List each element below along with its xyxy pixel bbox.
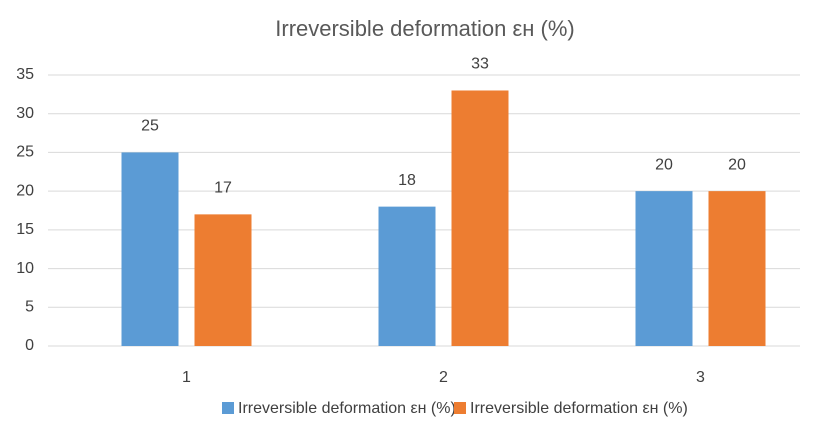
x-tick-label: 1 (182, 369, 191, 386)
bar (635, 191, 693, 346)
legend-label: Irreversible deformation εн (%) (470, 400, 688, 417)
y-tick-label: 20 (16, 182, 34, 199)
data-label: 33 (471, 56, 489, 73)
y-tick-label: 30 (16, 105, 34, 122)
legend-label: Irreversible deformation εн (%) (238, 400, 456, 417)
chart-title: Irreversible deformation εн (%) (275, 16, 575, 41)
legend-swatch (222, 402, 234, 414)
data-label: 17 (214, 180, 232, 197)
y-tick-label: 0 (25, 337, 34, 354)
y-tick-label: 10 (16, 260, 34, 277)
x-tick-label: 3 (696, 369, 705, 386)
legend-swatch (454, 402, 466, 414)
data-label: 20 (655, 156, 673, 173)
data-label: 20 (728, 156, 746, 173)
data-label: 25 (141, 118, 159, 135)
bar (451, 90, 509, 346)
bar (121, 152, 179, 346)
data-label: 18 (398, 172, 416, 189)
bar (378, 206, 436, 346)
y-tick-label: 35 (16, 66, 34, 83)
y-tick-label: 25 (16, 144, 34, 161)
bar (194, 214, 252, 346)
x-tick-label: 2 (439, 369, 448, 386)
bar (708, 191, 766, 346)
y-tick-label: 15 (16, 221, 34, 238)
y-tick-label: 5 (25, 299, 34, 316)
